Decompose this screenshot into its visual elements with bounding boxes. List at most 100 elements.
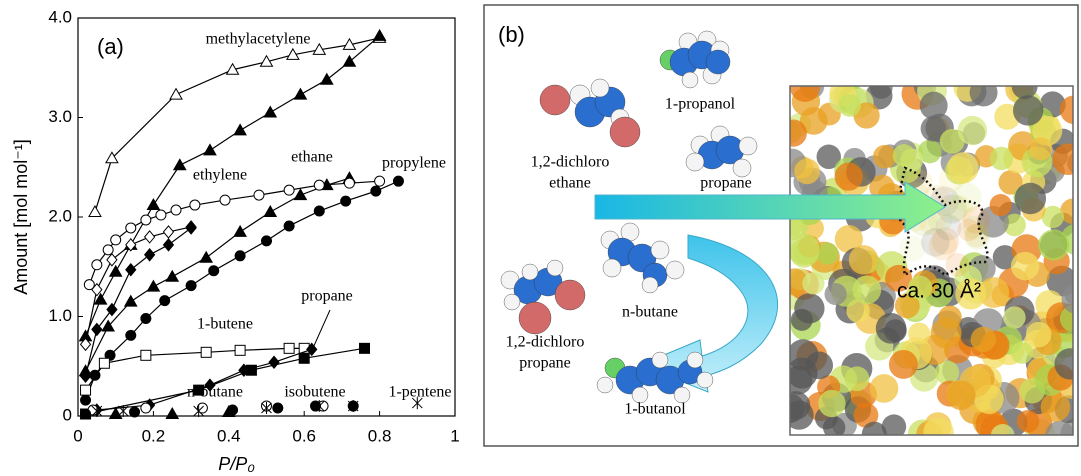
chart-panel: 00.20.40.60.8101.02.03.04.0P/P₀Amount [m… — [11, 7, 460, 473]
x-tick-label: 0.2 — [142, 426, 166, 445]
y-tick-label: 0 — [63, 405, 72, 424]
marker — [145, 249, 155, 261]
marker — [125, 296, 137, 307]
marker — [262, 236, 272, 246]
marker — [160, 296, 170, 306]
atom — [920, 92, 948, 120]
atom — [990, 194, 1012, 216]
marker — [371, 186, 381, 196]
atom — [818, 390, 845, 417]
atom — [958, 116, 987, 145]
marker — [204, 144, 216, 155]
atom — [706, 50, 730, 74]
atom — [788, 233, 820, 265]
marker — [264, 107, 276, 118]
atom — [835, 163, 863, 191]
marker — [294, 89, 306, 100]
atom — [849, 245, 878, 274]
marker — [163, 226, 173, 238]
atom — [642, 277, 658, 293]
marker — [126, 223, 136, 233]
atom — [1017, 410, 1040, 433]
marker — [141, 350, 151, 360]
diagram-panel: (b)ca. 30 Å²1-propanol1,2-dichloroethane… — [484, 5, 1081, 450]
marker — [186, 281, 196, 291]
marker — [284, 185, 294, 195]
atom — [970, 79, 998, 107]
atom — [739, 137, 757, 155]
atom — [923, 418, 954, 449]
x-tick-label: 0.6 — [292, 426, 316, 445]
marker — [145, 231, 155, 243]
marker — [166, 408, 178, 419]
x-tick-label: 0.8 — [368, 426, 392, 445]
atom — [990, 147, 1013, 170]
marker — [343, 56, 355, 67]
marker — [273, 403, 283, 413]
atom — [1026, 322, 1052, 348]
curve-label: methylacetylene — [206, 31, 311, 48]
atom — [686, 153, 704, 171]
marker — [375, 176, 385, 186]
pore-label: ca. 30 Å² — [897, 280, 981, 303]
atom — [591, 79, 609, 97]
atom — [947, 152, 978, 183]
marker — [107, 254, 117, 266]
y-tick-label: 2.0 — [48, 206, 72, 225]
marker — [393, 176, 403, 186]
curve-label: 1-pentene — [388, 384, 451, 401]
marker — [344, 178, 354, 188]
marker — [110, 266, 122, 277]
atom — [893, 144, 915, 166]
marker — [81, 409, 91, 419]
marker — [235, 251, 245, 261]
marker — [284, 221, 294, 231]
atom — [780, 119, 807, 146]
marker — [220, 195, 230, 205]
marker — [299, 353, 309, 363]
atom — [931, 318, 962, 349]
atom — [784, 401, 813, 430]
marker — [171, 205, 181, 215]
series-line — [95, 38, 380, 212]
marker — [126, 330, 136, 340]
marker — [254, 190, 264, 200]
atom — [1038, 229, 1069, 260]
marker — [163, 239, 173, 251]
marker — [341, 196, 351, 206]
figure: 00.20.40.60.8101.02.03.04.0P/P₀Amount [m… — [0, 0, 1081, 476]
pore-image — [775, 71, 1081, 450]
marker — [264, 206, 276, 217]
curve-label: ethane — [291, 149, 333, 166]
marker — [130, 407, 140, 417]
marker — [89, 206, 101, 217]
molecule-label: 1-propanol — [665, 96, 736, 113]
atom — [791, 309, 813, 331]
marker — [235, 345, 245, 355]
atom — [946, 380, 975, 409]
x-tick-label: 0 — [73, 426, 82, 445]
atom — [547, 260, 563, 276]
marker — [110, 408, 122, 419]
atom — [610, 117, 640, 147]
marker — [314, 206, 324, 216]
atom — [1003, 306, 1025, 328]
y-tick-label: 1.0 — [48, 306, 72, 325]
marker — [314, 180, 324, 190]
marker — [374, 30, 386, 41]
atom — [838, 94, 861, 117]
atom — [845, 366, 870, 391]
atom — [825, 283, 847, 305]
atom — [651, 241, 669, 259]
atom — [1013, 95, 1043, 125]
curve-label: propylene — [382, 155, 446, 172]
marker — [166, 271, 178, 282]
marker — [360, 343, 370, 353]
molecule-label: 1,2-dichloro — [531, 154, 610, 171]
marker — [186, 222, 196, 234]
atom — [1011, 252, 1039, 280]
marker — [294, 189, 306, 200]
curve-label: ethylene — [193, 167, 247, 184]
curve-label: propane — [301, 288, 353, 305]
marker — [81, 395, 91, 405]
